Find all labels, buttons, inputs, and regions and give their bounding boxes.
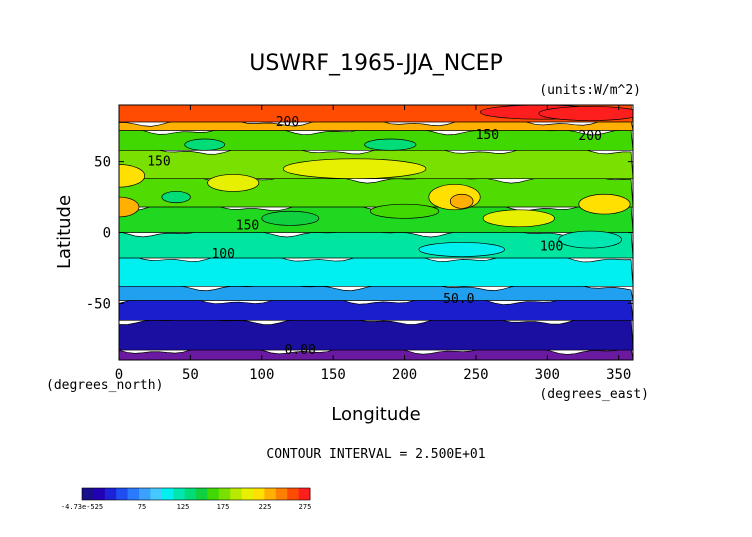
y-tick-label: 50 <box>94 155 111 171</box>
colorbar-swatch <box>82 488 94 500</box>
contour-label: 200 <box>276 115 299 130</box>
x-tick-label: 250 <box>463 367 488 383</box>
lat-band <box>119 253 633 287</box>
x-tick-label: 100 <box>249 367 274 383</box>
colorbar-swatch <box>275 488 288 500</box>
contour-label: 0.00 <box>285 343 316 358</box>
heatmap-patch <box>578 193 631 215</box>
colorbar-swatch <box>127 488 140 500</box>
heatmap-patch <box>184 138 226 151</box>
x-tick-label: 150 <box>321 367 346 383</box>
colorbar-label: 125 <box>177 503 190 511</box>
colorbar <box>81 487 311 501</box>
x-tick-label: 200 <box>392 367 417 383</box>
heatmap-patch <box>119 196 140 218</box>
y-tick-label: 0 <box>103 226 111 242</box>
colorbar-labels: -4.73e-525 75 125 175 225 275 <box>61 503 311 511</box>
contour-label: 150 <box>236 218 259 233</box>
heatmap-patch <box>418 242 505 257</box>
heatmap-patch <box>364 138 417 151</box>
heatmap-patch <box>449 193 474 209</box>
x-axis-ticks: 0 50 100 150 200 250 300 350 <box>115 105 631 383</box>
colorbar-swatch <box>184 488 197 500</box>
heatmap-patch <box>261 210 320 226</box>
x-axis-label: Longitude <box>331 404 421 425</box>
colorbar-swatch <box>196 488 208 500</box>
colorbar-swatch <box>116 488 129 500</box>
units-note: (units:W/m^2) <box>539 83 641 98</box>
colorbar-label: 175 <box>217 503 230 511</box>
contour-label: 200 <box>578 129 601 144</box>
contour-label: 150 <box>147 155 170 170</box>
colorbar-swatch <box>161 488 174 500</box>
heatmap-detail <box>119 105 633 257</box>
x-units-note: (degrees_east) <box>539 387 649 402</box>
colorbar-swatch <box>139 488 151 500</box>
colorbar-swatch <box>241 488 254 500</box>
x-tick-label: 0 <box>115 367 123 383</box>
colorbar-label: 225 <box>259 503 272 511</box>
colorbar-swatch <box>298 488 311 500</box>
y-axis-label: Latitude <box>54 195 75 269</box>
contour-label: 50.0 <box>443 292 474 307</box>
lat-band <box>119 173 633 208</box>
colorbar-swatch <box>173 488 186 500</box>
colorbar-swatch <box>253 488 265 500</box>
lat-band <box>119 315 633 351</box>
y-axis-ticks: 50 0 -50 <box>86 155 633 312</box>
y-units-note: (degrees_north) <box>46 378 163 393</box>
colorbar-swatch <box>104 488 117 500</box>
contour-label: 100 <box>540 240 563 255</box>
colorbar-swatch <box>264 488 277 500</box>
contour-label: 150 <box>476 128 499 143</box>
heatmap-patch <box>161 191 191 204</box>
x-tick-label: 50 <box>182 367 199 383</box>
contour-interval-note: CONTOUR INTERVAL = 2.500E+01 <box>266 447 485 462</box>
colorbar-label: 275 <box>299 503 312 511</box>
heatmap-patch <box>282 158 427 180</box>
colorbar-label: 75 <box>138 503 146 511</box>
x-tick-label: 350 <box>606 367 631 383</box>
heatmap-patch <box>538 106 633 121</box>
contour-label: 100 <box>211 247 234 262</box>
colorbar-swatch <box>218 488 231 500</box>
colorbar-label: -4.73e-525 <box>61 503 103 511</box>
colorbar-frame <box>81 487 311 501</box>
heatmap-patch <box>369 203 440 219</box>
y-tick-label: -50 <box>86 296 111 312</box>
heatmap-patch <box>207 174 260 192</box>
colorbar-swatch <box>93 488 106 500</box>
heatmap-patch <box>482 209 555 228</box>
colorbar-swatch <box>230 488 243 500</box>
colorbar-swatch <box>150 488 163 500</box>
colorbar-swatch <box>287 488 300 500</box>
heatmap-patch <box>558 230 622 249</box>
colorbar-swatch <box>207 488 220 500</box>
x-tick-label: 300 <box>535 367 560 383</box>
chart-title: USWRF_1965-JJA_NCEP <box>249 51 503 76</box>
